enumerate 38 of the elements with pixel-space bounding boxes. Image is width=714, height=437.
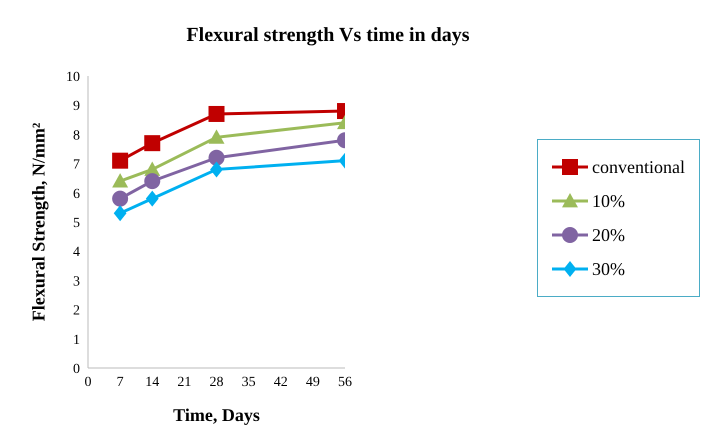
x-tick-label: 56 <box>338 374 352 390</box>
y-tick-label: 8 <box>73 128 80 144</box>
y-tick-label: 1 <box>73 332 80 348</box>
point <box>208 106 225 122</box>
x-axis-title: Time, Days <box>173 404 260 425</box>
point <box>112 173 128 188</box>
point <box>144 173 160 190</box>
y-tick-label: 9 <box>73 99 80 114</box>
y-tick-label: 4 <box>73 245 80 260</box>
point <box>210 161 223 178</box>
x-tick-label: 7 <box>116 374 124 390</box>
point <box>208 129 225 144</box>
point <box>144 135 160 152</box>
x-tick-label: 42 <box>274 374 288 390</box>
y-tick-label: 5 <box>73 216 80 231</box>
point <box>114 205 127 222</box>
x-tick-label: 0 <box>84 374 92 390</box>
legend-label: 30% <box>592 258 626 281</box>
x-tick-label: 49 <box>306 374 320 390</box>
y-tick-label: 0 <box>73 362 80 377</box>
y-tick-label: 6 <box>73 186 80 202</box>
legend-label: 20% <box>592 224 626 247</box>
x-tick-label: 35 <box>242 374 256 390</box>
y-tick-label: 7 <box>73 158 80 173</box>
point <box>112 190 128 207</box>
point <box>112 152 128 169</box>
x-tick-label: 28 <box>210 374 224 390</box>
y-tick-label: 2 <box>73 304 80 319</box>
point <box>208 150 225 166</box>
point <box>146 190 159 207</box>
y-tick-label: 10 <box>66 70 80 85</box>
x-tick-label: 21 <box>177 374 192 390</box>
chart-title: Flexural strength Vs time in days <box>185 24 471 47</box>
legend-label: 10% <box>592 190 626 213</box>
x-tick-label: 14 <box>145 374 160 390</box>
legend-label: conventional <box>592 156 685 179</box>
y-tick-label: 3 <box>73 274 80 290</box>
y-axis-title: Flexural Strength, N/mm² <box>28 122 48 322</box>
